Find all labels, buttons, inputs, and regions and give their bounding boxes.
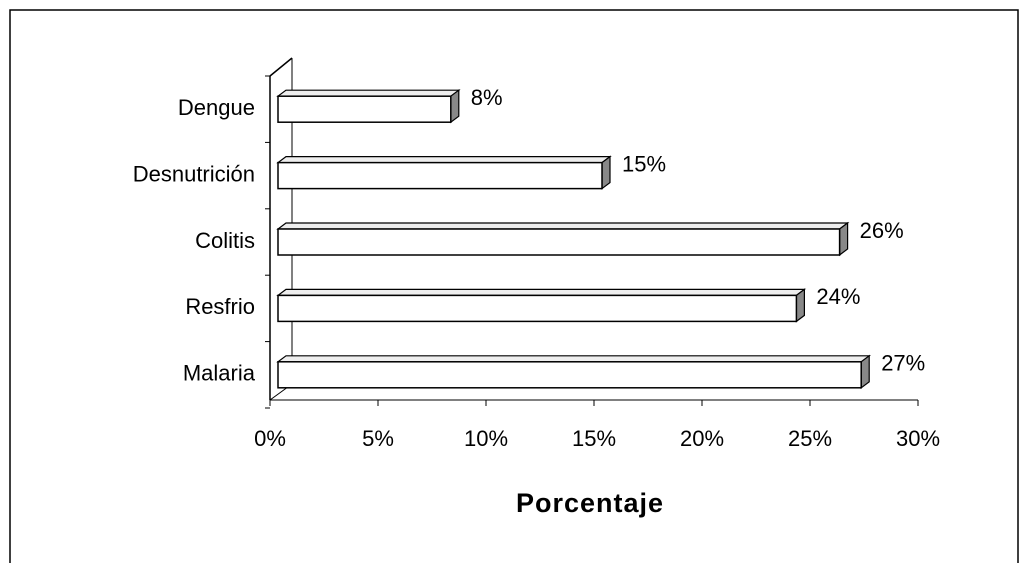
bar-top: [276, 156, 612, 164]
y-tick-label: Resfrio: [185, 294, 255, 319]
bar: [277, 228, 841, 256]
value-label: 15%: [622, 151, 666, 176]
chart-border: [9, 9, 1019, 563]
y-tick-label: Dengue: [178, 95, 255, 120]
y-tick-label: Colitis: [195, 228, 255, 253]
value-label: 27%: [881, 351, 925, 376]
bar-side: [795, 288, 806, 323]
x-tick-label: 5%: [362, 426, 394, 451]
value-label: 26%: [860, 218, 904, 243]
bar-side: [838, 221, 849, 257]
bar-top: [276, 89, 461, 97]
bar-top: [276, 222, 850, 230]
bar: [277, 294, 798, 323]
value-label: 24%: [816, 284, 860, 309]
bar-top: [276, 355, 872, 363]
bar-side: [601, 155, 611, 190]
x-tick-label: 0%: [254, 426, 286, 451]
value-label: 8%: [471, 85, 503, 110]
bar-side: [860, 354, 870, 389]
x-tick-label: 10%: [464, 426, 508, 451]
bar: [277, 95, 452, 123]
bar: [277, 161, 603, 190]
x-tick-label: 20%: [680, 426, 724, 451]
bar-top: [276, 288, 807, 296]
x-axis-title: Porcentaje: [516, 488, 664, 518]
y-tick-label: Desnutrición: [133, 161, 255, 186]
bar: [277, 361, 862, 389]
x-tick-label: 15%: [572, 426, 616, 451]
x-tick-label: 25%: [788, 426, 832, 451]
bar-side: [450, 88, 460, 124]
x-tick-label: 30%: [896, 426, 940, 451]
y-tick-label: Malaria: [183, 361, 256, 386]
axis-wall: [269, 57, 293, 77]
